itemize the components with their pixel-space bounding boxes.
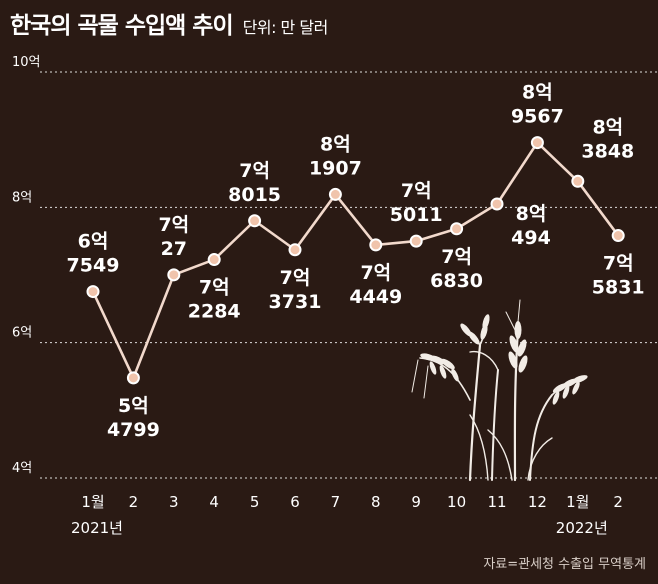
data-label-0-line2: 7549 [67,255,120,277]
data-label-5-line1: 7억 [280,267,311,289]
data-label-8-line2: 5011 [390,204,443,226]
data-point-3 [207,253,221,267]
data-layer: 6억75495억47997억277억22847억80157억37318억1907… [67,82,645,441]
series-line [91,141,620,380]
data-label-1-line2: 4799 [107,419,160,441]
x-tick-label-2: 3 [169,493,179,511]
data-point-10 [490,197,504,211]
data-point-0 [86,285,100,299]
data-point-12 [571,174,585,188]
x-tick-label-4: 5 [250,493,260,511]
chart-title: 한국의 곡물 수입액 추이 [10,13,234,39]
data-label-11-line1: 8억 [522,82,553,104]
data-point-8 [409,234,423,248]
data-label-0-line1: 6억 [78,231,109,253]
x-tick-label-11: 12 [528,493,547,511]
data-point-5 [288,243,302,257]
grid-layer: 4억 6억 8억 10억 1월 2 3 4 5 6 7 8 9 10 11 12 1월 2 2021년 2022년 [12,55,658,537]
y-tick-label-0: 4억 [12,461,32,476]
x-tick-label-8: 9 [411,493,421,511]
data-point-1 [126,371,140,385]
data-label-9-line2: 6830 [430,270,483,292]
data-label-13-line1: 7억 [603,253,634,275]
data-point-7 [369,238,383,252]
x-tick-label-3: 4 [209,493,219,511]
data-label-12-line1: 8억 [592,116,623,138]
x-tick-label-6: 7 [331,493,341,511]
data-label-10-line1: 8억 [516,203,547,225]
data-point-13 [611,229,625,243]
data-label-10-line2: 494 [511,227,551,249]
data-point-6 [328,187,342,201]
y-tick-label-2: 8억 [12,190,32,205]
data-label-3-line1: 7억 [199,277,230,299]
x-tick-label-0: 1월 [81,493,104,511]
data-point-9 [450,222,464,236]
x-tick-label-9: 10 [447,493,466,511]
data-label-12-line2: 3848 [581,140,634,162]
data-label-6-line2: 1907 [309,157,362,179]
y-tick-label-3: 10억 [12,55,41,70]
data-label-1-line1: 5억 [118,395,149,417]
data-label-4-line2: 8015 [228,184,281,206]
data-label-5-line2: 3731 [269,291,322,313]
data-point-4 [248,214,262,228]
data-label-9-line1: 7억 [441,246,472,268]
data-label-7-line1: 7억 [360,262,391,284]
data-point-11 [530,136,544,150]
source-note: 자료=관세청 수출입 무역통계 [483,557,646,572]
x-tick-label-5: 6 [290,493,300,511]
unit-label: 단위: 만 달러 [242,18,329,37]
x-tick-label-7: 8 [371,493,381,511]
year-label-0: 2021년 [71,519,123,537]
data-label-7-line2: 4449 [349,286,402,308]
data-label-11-line2: 9567 [511,106,564,128]
wheat-stalks-icon [411,299,588,482]
data-label-3-line2: 2284 [188,301,241,323]
data-label-2-line1: 7억 [158,214,189,236]
x-tick-label-12: 1월 [566,493,589,511]
data-point-2 [167,268,181,282]
data-label-4-line1: 7억 [239,160,270,182]
x-tick-label-10: 11 [487,493,506,511]
x-tick-label-13: 2 [613,493,623,511]
chart-header: 한국의 곡물 수입액 추이 단위: 만 달러 [10,6,329,39]
data-label-13-line2: 5831 [592,277,645,299]
data-label-8-line1: 7억 [401,180,432,202]
x-tick-label-1: 2 [129,493,139,511]
y-tick-label-1: 6억 [12,326,32,341]
data-label-2-line2: 27 [161,238,187,260]
year-label-1: 2022년 [556,519,608,537]
data-label-6-line1: 8억 [320,133,351,155]
